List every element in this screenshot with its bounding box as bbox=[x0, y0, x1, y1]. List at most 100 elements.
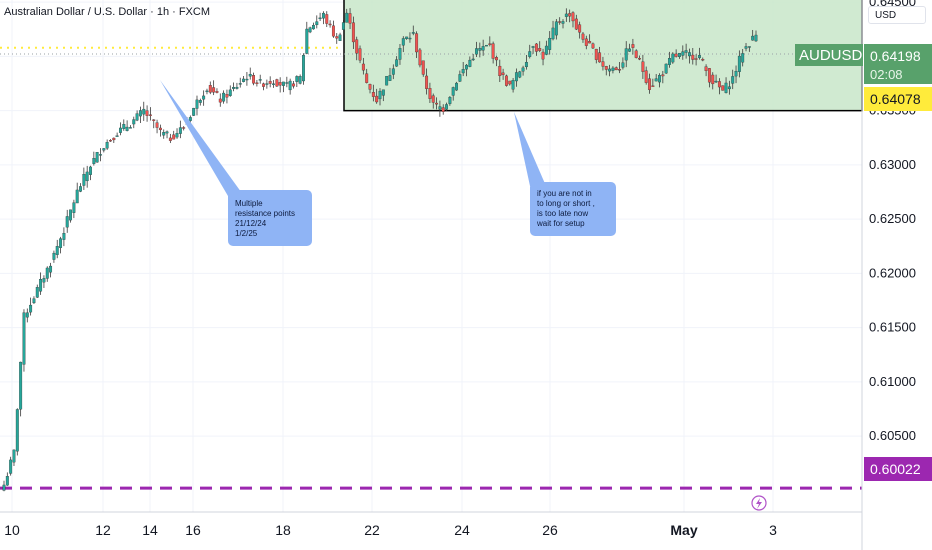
candle bbox=[727, 80, 731, 95]
candle bbox=[531, 45, 535, 54]
candle bbox=[119, 122, 122, 136]
candle bbox=[262, 82, 265, 91]
time-axis[interactable]: 10 12 14 16 18 22 24 26 May 3 bbox=[4, 522, 777, 538]
candle bbox=[631, 38, 635, 55]
bar-countdown: 02:08 bbox=[870, 67, 903, 82]
candle bbox=[754, 30, 758, 42]
candle bbox=[441, 104, 445, 115]
candle bbox=[69, 209, 72, 223]
candle bbox=[232, 82, 236, 92]
candle bbox=[654, 74, 658, 82]
candle bbox=[32, 296, 36, 305]
candle bbox=[205, 88, 209, 95]
candle bbox=[42, 275, 46, 288]
candle bbox=[82, 167, 86, 190]
candle bbox=[737, 50, 741, 78]
candle bbox=[328, 20, 332, 28]
candle bbox=[255, 79, 259, 87]
candle bbox=[305, 21, 309, 55]
line-price-label[interactable]: 0.64078 bbox=[864, 87, 932, 111]
time-tick-label: May bbox=[670, 522, 697, 538]
candles bbox=[2, 8, 758, 492]
candle bbox=[528, 44, 532, 59]
candle bbox=[75, 182, 79, 204]
candle bbox=[707, 67, 711, 88]
candle bbox=[195, 95, 199, 116]
candle bbox=[581, 31, 585, 43]
candle bbox=[165, 130, 169, 139]
candle bbox=[711, 72, 715, 90]
symbol-price-label[interactable]: AUDUSD bbox=[795, 44, 863, 66]
time-tick-label: 10 bbox=[4, 522, 20, 538]
candle bbox=[481, 39, 485, 56]
candle bbox=[697, 47, 701, 60]
callout-pointer-1 bbox=[160, 80, 244, 196]
candle bbox=[182, 126, 186, 131]
candle bbox=[385, 76, 389, 86]
candle bbox=[25, 308, 29, 323]
candle bbox=[571, 11, 575, 28]
candle bbox=[308, 26, 312, 34]
candle bbox=[468, 56, 472, 68]
candle bbox=[614, 66, 618, 71]
candle bbox=[664, 63, 668, 74]
candle bbox=[218, 93, 222, 107]
support-price-label[interactable]: 0.60022 bbox=[864, 457, 932, 481]
candle bbox=[564, 8, 568, 22]
callout-setup-note[interactable]: if you are not in to long or short , is … bbox=[530, 182, 616, 236]
candle bbox=[701, 57, 705, 62]
candle bbox=[318, 12, 322, 21]
candle bbox=[162, 129, 166, 139]
candle bbox=[355, 36, 359, 61]
candle bbox=[285, 76, 289, 88]
candle bbox=[109, 139, 112, 142]
candle bbox=[365, 68, 369, 84]
candle bbox=[59, 236, 63, 254]
candle bbox=[747, 46, 751, 52]
candle bbox=[105, 139, 109, 150]
candle bbox=[521, 65, 525, 76]
candle bbox=[361, 57, 365, 75]
callout-1-line-2: resistance points bbox=[235, 209, 295, 218]
candle bbox=[178, 120, 182, 139]
candle bbox=[704, 64, 708, 77]
callout-resistance-note[interactable]: Multiple resistance points 21/12/24 1/2/… bbox=[228, 190, 312, 246]
candle bbox=[145, 105, 149, 122]
candle bbox=[594, 48, 598, 64]
candle bbox=[551, 20, 555, 41]
price-tick-label: 0.61000 bbox=[869, 374, 916, 389]
callout-2-line-1: if you are not in bbox=[537, 189, 592, 198]
candle bbox=[288, 78, 292, 95]
candle bbox=[375, 88, 379, 104]
candle bbox=[2, 480, 6, 492]
candle bbox=[431, 93, 435, 109]
candle bbox=[544, 40, 548, 56]
candle bbox=[208, 81, 212, 95]
candle bbox=[548, 31, 552, 55]
candle bbox=[471, 53, 475, 61]
time-tick-label: 14 bbox=[142, 522, 158, 538]
time-tick-label: 26 bbox=[542, 522, 558, 538]
time-tick-label: 24 bbox=[454, 522, 470, 538]
lightning-icon[interactable] bbox=[751, 495, 767, 511]
candle bbox=[85, 165, 89, 188]
currency-selector[interactable]: USD bbox=[868, 6, 926, 24]
range-box[interactable] bbox=[343, 0, 863, 112]
candle bbox=[558, 17, 562, 25]
candle bbox=[338, 32, 342, 41]
candle bbox=[142, 101, 146, 121]
candle bbox=[245, 72, 249, 86]
candle bbox=[345, 8, 349, 23]
candle bbox=[198, 98, 202, 106]
candle bbox=[158, 124, 162, 137]
support-price-value: 0.60022 bbox=[870, 461, 921, 477]
candle bbox=[272, 80, 275, 88]
candle bbox=[448, 95, 452, 106]
candle bbox=[9, 456, 13, 476]
candle bbox=[714, 74, 718, 84]
candle bbox=[634, 49, 638, 59]
candle bbox=[554, 19, 558, 40]
last-price-label[interactable]: 0.64198 02:08 bbox=[864, 44, 932, 84]
candle bbox=[671, 52, 675, 64]
